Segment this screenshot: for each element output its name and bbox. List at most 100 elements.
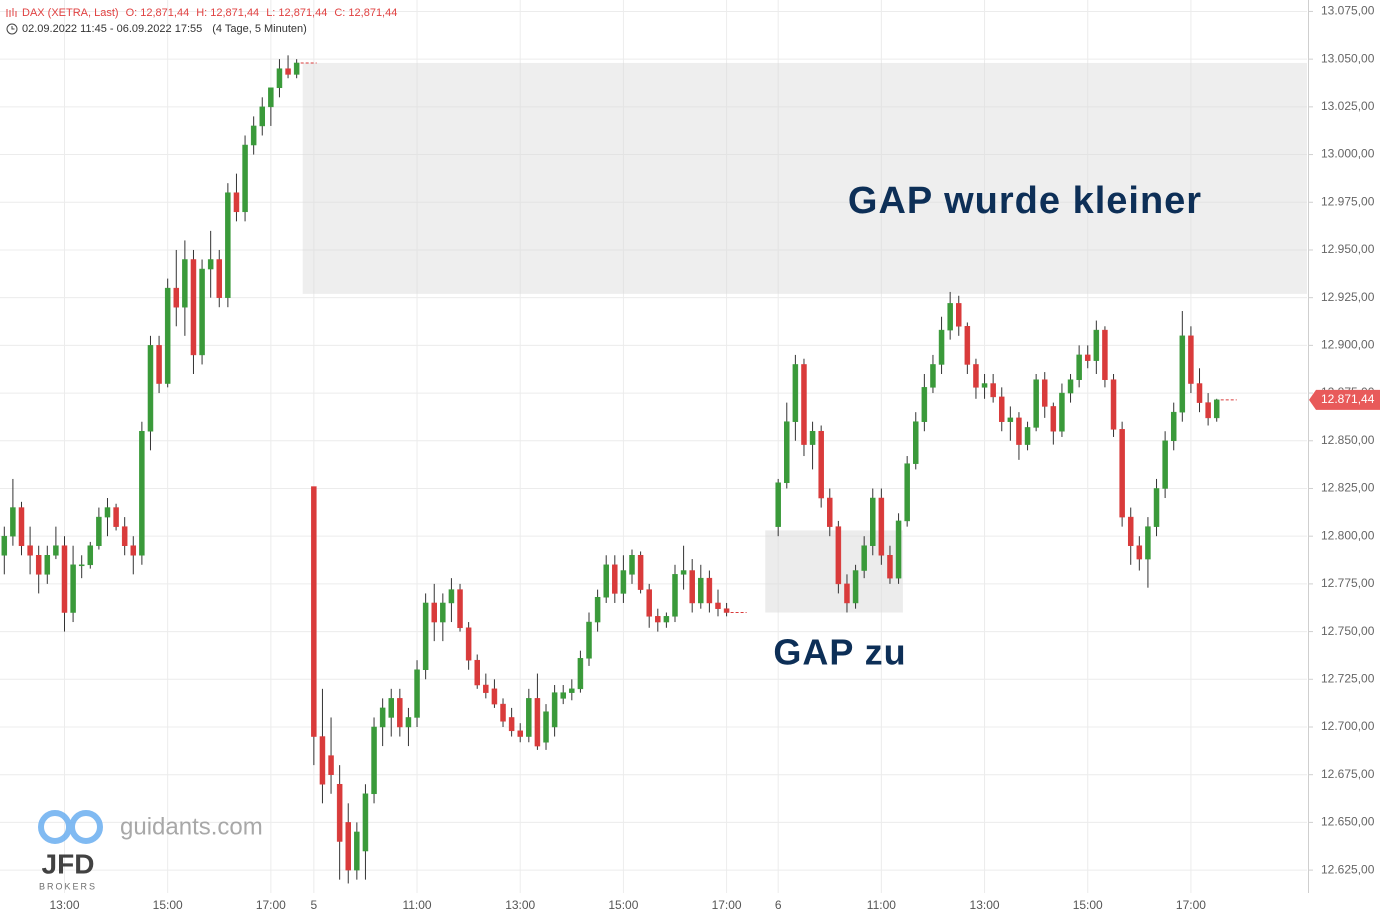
candle-body	[293, 62, 300, 75]
candle-body	[526, 698, 532, 737]
candle-body	[551, 692, 558, 728]
candle-body	[998, 396, 1005, 422]
candle-body	[405, 717, 412, 728]
y-tick-label: 12.925,00	[1321, 290, 1375, 304]
candle-body	[1102, 329, 1108, 380]
grid-layer	[0, 0, 1313, 893]
y-tick-label: 12.725,00	[1321, 671, 1375, 685]
candle-body	[680, 570, 687, 575]
candle-body	[818, 430, 824, 499]
candle-body	[861, 545, 867, 571]
x-tick-label: 17:00	[256, 898, 286, 912]
candle-body	[698, 577, 704, 604]
y-tick-label: 12.675,00	[1321, 767, 1375, 781]
candle-body	[534, 698, 541, 747]
brand-sub: BROKERS	[39, 881, 97, 891]
candle-body	[663, 616, 670, 623]
x-tick-label: 15:00	[608, 898, 638, 912]
candle-body	[655, 616, 661, 623]
y-tick-label: 12.775,00	[1321, 576, 1375, 590]
candle-body	[1145, 526, 1151, 560]
candle-body	[646, 589, 652, 617]
candle-body	[440, 602, 446, 623]
x-tick-label: 15:00	[153, 898, 183, 912]
candle-body	[844, 583, 850, 604]
candle-body	[164, 287, 171, 384]
candle-body	[1016, 417, 1022, 445]
candle-body	[354, 831, 360, 871]
x-tick-label: 17:00	[712, 898, 742, 912]
candle-body	[1153, 488, 1160, 527]
candle-body	[397, 698, 403, 728]
candle-body	[560, 692, 566, 699]
candle-body	[637, 555, 644, 590]
candle-body	[784, 421, 790, 484]
candle-body	[1179, 335, 1186, 413]
candle-body	[543, 711, 549, 743]
candle-body	[921, 387, 928, 422]
candle-body	[207, 259, 214, 270]
candle-body	[517, 730, 523, 737]
candle-body	[371, 726, 377, 795]
candle-body	[44, 555, 51, 575]
header-ohlc: H: 12,871,44	[196, 7, 259, 19]
candle-body	[1007, 417, 1014, 422]
candle-body	[379, 707, 386, 728]
candle-body	[113, 507, 119, 527]
candle-body	[250, 125, 257, 146]
candle-body	[508, 717, 515, 732]
candle-body	[259, 106, 266, 127]
candle-body	[319, 736, 326, 785]
x-tick-label: 17:00	[1176, 898, 1206, 912]
candle-layer	[1, 55, 1237, 884]
candle-body	[78, 564, 85, 567]
candle-body	[809, 430, 816, 445]
candle-body	[887, 555, 893, 579]
candle-body	[35, 555, 42, 575]
candle-body	[603, 564, 609, 598]
candle-body	[190, 259, 197, 356]
brand: JFD	[42, 848, 95, 879]
candle-body	[1162, 440, 1168, 489]
candle-body	[139, 430, 145, 556]
candle-body	[990, 383, 996, 398]
candle-body	[715, 602, 721, 609]
candle-body	[491, 688, 498, 705]
candle-body	[1033, 379, 1039, 428]
candle-body	[1188, 335, 1194, 384]
candle-body	[1059, 392, 1065, 432]
header-ohlc: C: 12,871,44	[334, 7, 397, 19]
candle-body	[835, 526, 842, 585]
x-tick-label: 6	[775, 898, 782, 912]
candle-body	[723, 608, 730, 613]
header: DAX (XETRA, Last) O: 12,871,44 H: 12,871,4…	[6, 7, 397, 35]
candle-body	[61, 545, 68, 613]
candle-body	[182, 259, 188, 308]
candle-body	[121, 526, 128, 546]
y-tick-label: 12.750,00	[1321, 624, 1375, 638]
gap-annotation: GAP wurde kleiner	[848, 180, 1202, 222]
candle-body	[500, 703, 506, 722]
candle-body	[414, 669, 420, 718]
candle-body	[577, 658, 584, 690]
candle-body	[775, 482, 781, 527]
y-tick-label: 13.050,00	[1321, 51, 1375, 65]
candle-body	[483, 684, 489, 693]
candle-body	[431, 602, 437, 623]
candle-body	[904, 463, 910, 522]
price-layer: GAP wurde kleiner GAP zu 12.871,44	[773, 180, 1380, 673]
logo-ring	[69, 810, 103, 844]
y-tick-label: 12.850,00	[1321, 433, 1375, 447]
candle-body	[612, 564, 618, 594]
date-span: (4 Tage, 5 Minuten)	[212, 23, 307, 35]
candle-body	[792, 364, 799, 422]
candle-body	[225, 192, 231, 298]
candle-body	[156, 345, 162, 384]
last-price-label: 12.871,44	[1321, 392, 1375, 406]
candle-body	[1050, 406, 1057, 432]
candle-body	[956, 303, 962, 327]
candle-body	[328, 755, 334, 775]
clock-icon	[6, 23, 18, 35]
y-tick-label: 12.800,00	[1321, 528, 1375, 542]
